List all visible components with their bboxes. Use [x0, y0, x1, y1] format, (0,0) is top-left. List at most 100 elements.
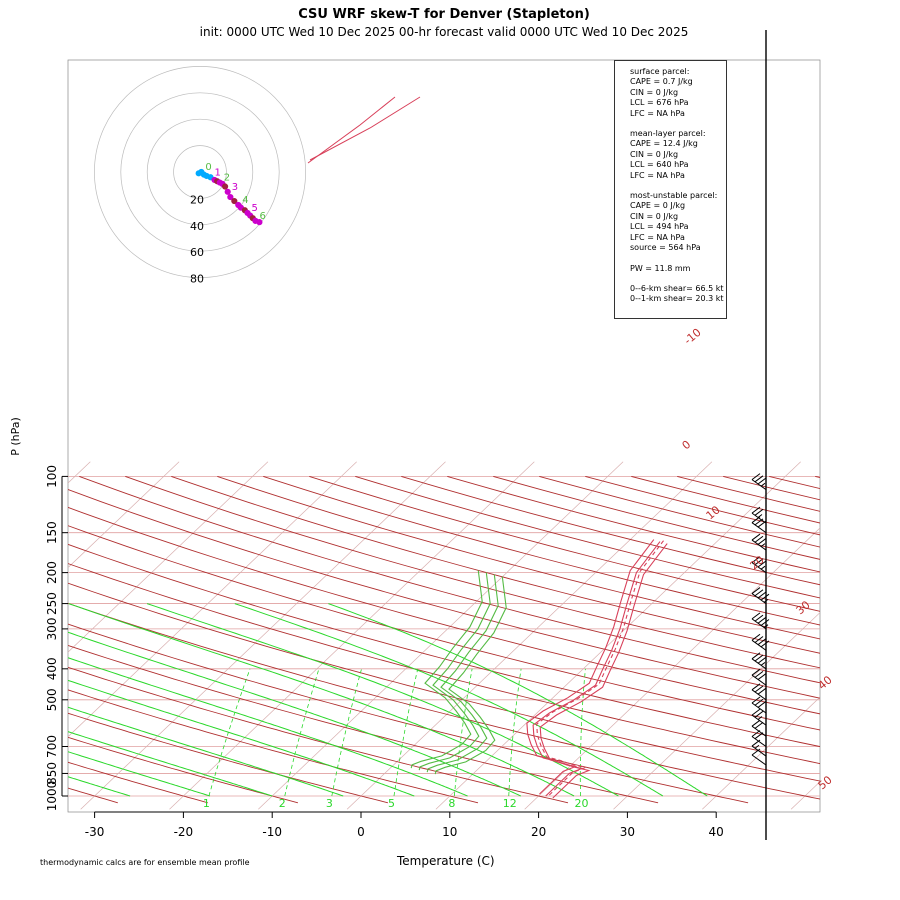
x-tick-label: -30: [85, 825, 105, 839]
wind-barb-flag: [757, 638, 767, 646]
surface-cin: CIN = 0 J/kg: [630, 87, 679, 97]
wind-barb: [751, 714, 767, 726]
moist-adiabats: [68, 603, 708, 797]
y-tick-label: 300: [45, 617, 59, 640]
temperature-line: [536, 540, 665, 796]
hodograph-point: [224, 188, 231, 195]
dewpoint-line: [410, 570, 483, 769]
wind-barb-flag: [757, 616, 767, 624]
mixing-ratio-line: [393, 668, 419, 797]
wind-barb: [751, 618, 767, 630]
hodograph-ring: [120, 92, 280, 252]
hodograph-height-label: 5: [252, 203, 258, 214]
wind-barb-flag: [754, 710, 764, 718]
most-unstable-header: most-unstable parcel:: [630, 191, 718, 201]
dry-adiabat: [309, 475, 820, 612]
wind-barb-flag: [760, 662, 766, 666]
wind-barb: [751, 562, 767, 574]
dry-adiabat: [68, 689, 479, 804]
hodograph-ring-label: 80: [190, 273, 204, 286]
moist-adiabat: [146, 603, 619, 797]
moist-adiabat: [68, 706, 344, 797]
hodograph-height-label: 3: [232, 182, 238, 193]
wind-barb-flag: [754, 744, 760, 749]
temperature-line: [309, 96, 421, 161]
dewpoint-line: [418, 572, 491, 771]
x-axis-label: Temperature (C): [397, 854, 495, 868]
wind-barb-flag: [754, 558, 764, 566]
dry-adiabat: [447, 475, 820, 573]
wind-barb-flag: [751, 473, 761, 481]
wind-barb-flag: [754, 698, 764, 706]
isotherm-line: [435, 461, 801, 810]
wind-barb: [751, 512, 767, 524]
wind-barb-flag: [751, 696, 761, 704]
temperature-line: [539, 543, 668, 799]
shear-0-6km: 0--6-km shear= 66.5 kt: [630, 283, 724, 293]
mixing-ratio-line: [284, 668, 320, 797]
isotherm-line: [68, 461, 269, 653]
y-tick-label: 400: [45, 657, 59, 680]
wind-barb-flag: [751, 668, 761, 676]
dry-adiabat: [217, 475, 820, 640]
mixing-ratio-line: [331, 668, 362, 797]
wind-barb-flag: [751, 612, 761, 620]
wind-barb-flag: [751, 556, 761, 564]
wind-barb-flag: [754, 654, 764, 662]
y-axis-label: P (hPa): [8, 417, 22, 456]
precipitable-water: PW = 11.8 mm: [630, 263, 691, 273]
moist-adiabat: [68, 776, 131, 797]
dewpoint-line: [434, 576, 507, 775]
hodograph-point: [227, 193, 234, 201]
dry-adiabat: [815, 475, 820, 478]
isotherm-label: 0: [680, 438, 694, 452]
hodograph-height-label: 1: [215, 167, 221, 178]
isotherm-line: [613, 612, 820, 810]
temperature-line: [307, 96, 396, 164]
wind-barb: [751, 736, 767, 747]
mixing-ratio-line: [508, 668, 522, 796]
dry-adiabat: [68, 623, 749, 804]
mixing-ratio-label: 1: [203, 797, 210, 810]
wind-barb-flag: [760, 640, 770, 648]
dry-adiabat: [68, 712, 389, 804]
y-tick-label: 850: [45, 762, 59, 785]
hodograph-ring: [94, 66, 306, 278]
wind-barb-flag: [757, 560, 767, 568]
dry-adiabat: [585, 475, 820, 536]
wind-barb-flag: [754, 732, 764, 740]
wind-barb: [751, 658, 767, 670]
hodograph-ring: [173, 145, 227, 199]
hodograph-point: [231, 197, 238, 205]
wind-barb: [751, 639, 767, 651]
y-tick-label: 700: [45, 735, 59, 758]
isotherm-line: [346, 461, 713, 810]
dry-adiabat: [68, 644, 659, 804]
wind-barb-flag: [757, 701, 767, 708]
isotherm-line: [80, 461, 446, 810]
isotherm-line: [0, 462, 2, 809]
hodograph-ring-label: 20: [190, 193, 204, 206]
dry-adiabat: [68, 666, 569, 804]
wind-barb: [751, 539, 767, 551]
chart-title: CSU WRF skew-T for Denver (Stapleton): [298, 7, 590, 22]
moist-adiabat: [68, 679, 415, 797]
moist-adiabat: [68, 751, 211, 797]
moist-adiabat: [68, 603, 575, 797]
most-unstable-source: source = 564 hPa: [630, 243, 701, 253]
hodograph-height-label: 6: [259, 211, 265, 222]
mixing-ratio-label: 20: [575, 797, 589, 810]
isotherm-label: 50: [816, 773, 835, 792]
most-unstable-cin: CIN = 0 J/kg: [630, 211, 679, 221]
surface-parcel-header: surface parcel:: [630, 67, 690, 76]
temperature-line: [526, 539, 655, 795]
wind-barb-flag: [760, 565, 766, 570]
mean-layer-header: mean-layer parcel:: [630, 129, 706, 139]
wind-barb-flag: [754, 722, 764, 729]
dry-adiabat: [68, 602, 820, 800]
wind-barb-flag: [760, 593, 770, 601]
wind-barb-flag: [751, 633, 761, 641]
